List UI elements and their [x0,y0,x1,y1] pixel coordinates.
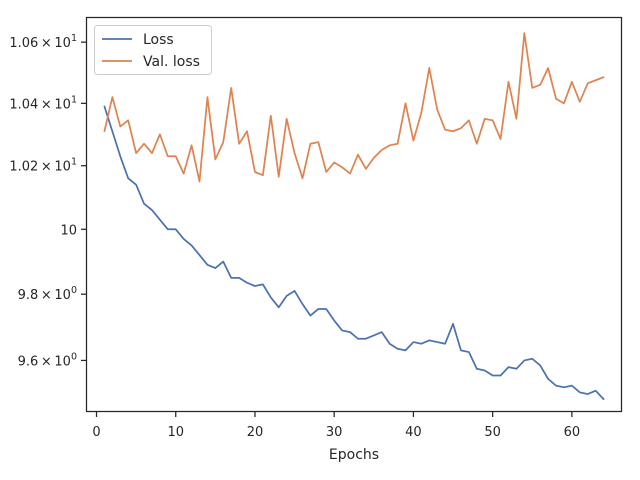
y-tick-label: 10 [60,223,77,238]
x-tick-label: 30 [326,425,343,440]
y-tick-label: 1.02 × 101 [9,157,77,175]
series-line-val-loss [103,32,605,183]
x-tick-label: 10 [167,425,184,440]
legend-label-loss: Loss [143,32,174,48]
y-tick-label: 9.6 × 100 [18,351,77,369]
legend-label-val-loss: Val. loss [143,54,200,70]
x-tick-label: 40 [405,425,422,440]
x-tick-label: 60 [564,425,581,440]
legend: Loss Val. loss [94,25,212,75]
y-axis-ticks: 9.6 × 100 9.8 × 100 10 1.02 × 101 1.04 × 101… [9,33,87,369]
series-line-loss [103,105,605,401]
y-tick-label: 1.06 × 101 [9,33,77,51]
x-tick-label: 20 [247,425,264,440]
legend-box [94,25,212,75]
plot-frame [85,16,623,413]
x-tick-label: 50 [484,425,501,440]
y-tick-label: 9.8 × 100 [18,285,77,303]
y-tick-label: 1.04 × 101 [9,94,77,112]
x-tick-label: 0 [92,425,100,440]
plot-lines [103,32,605,401]
x-axis-label: Epochs [329,447,379,463]
x-axis-ticks: 0 10 20 30 40 50 60 [92,411,580,440]
